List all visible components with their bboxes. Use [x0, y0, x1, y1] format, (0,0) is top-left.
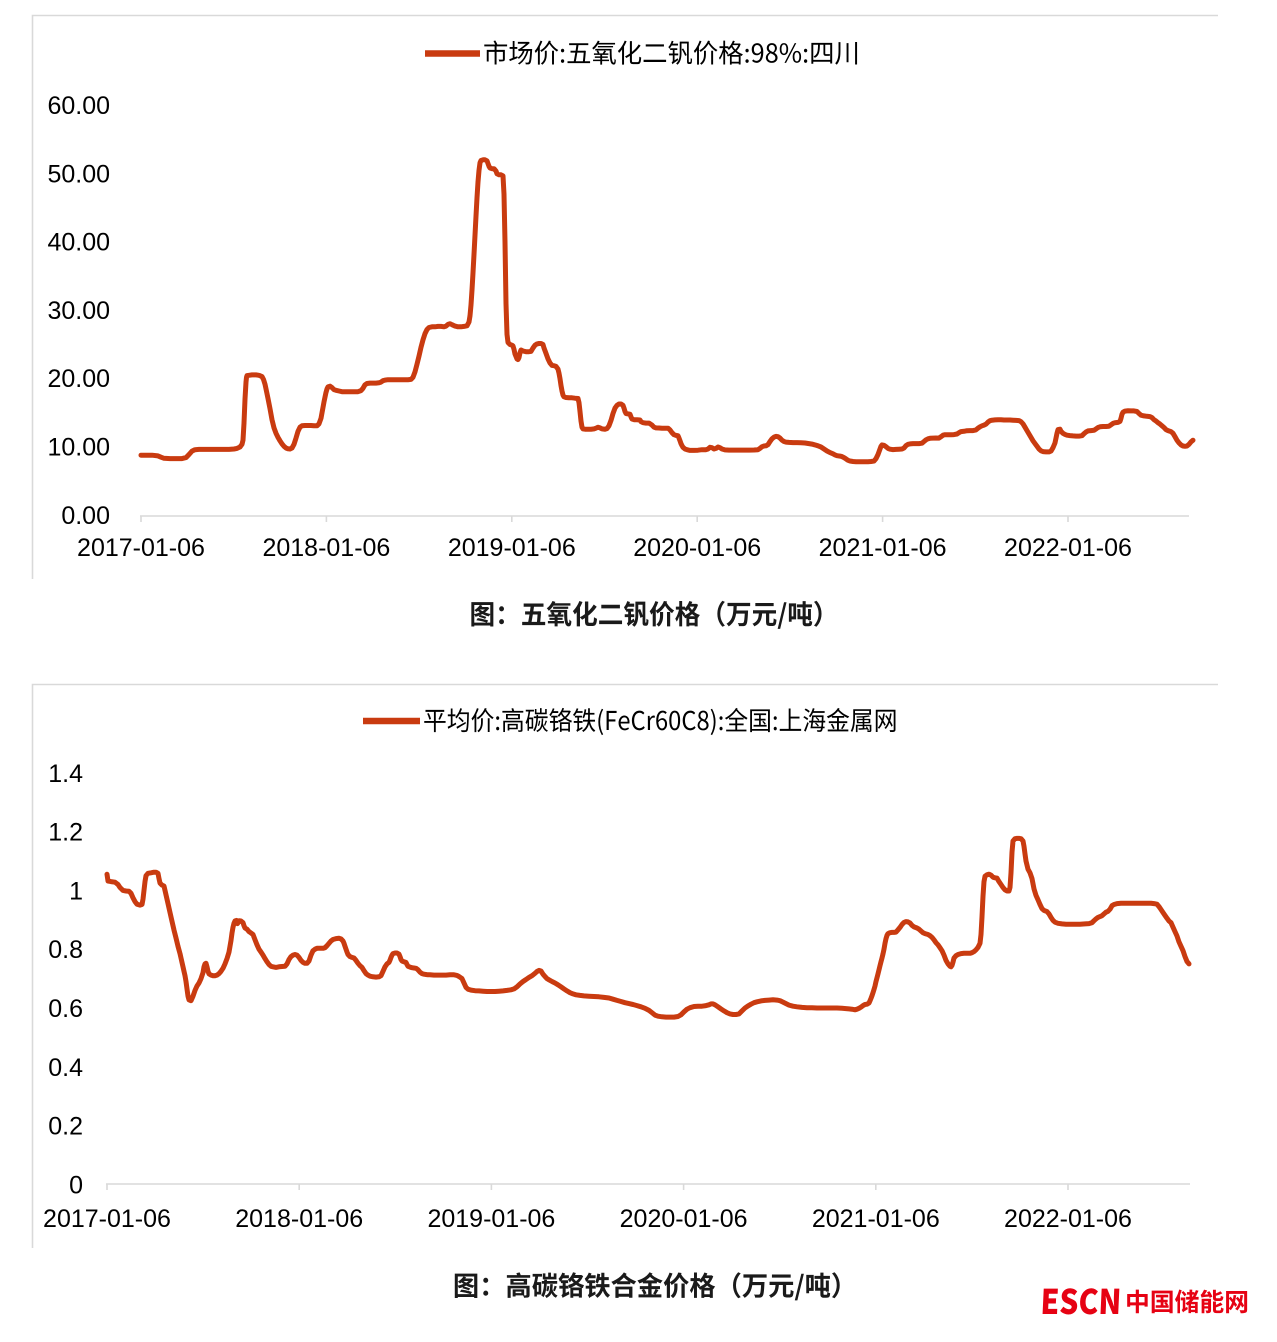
svg-text:10.00: 10.00	[47, 434, 110, 462]
svg-text:0: 0	[69, 1171, 83, 1199]
svg-text:2019-01-06: 2019-01-06	[427, 1205, 555, 1233]
svg-text:1: 1	[69, 877, 83, 905]
svg-text:1.2: 1.2	[48, 819, 83, 847]
svg-text:2021-01-06: 2021-01-06	[819, 534, 947, 562]
svg-text:2017-01-06: 2017-01-06	[77, 534, 205, 562]
svg-text:0.8: 0.8	[48, 936, 83, 964]
svg-text:2021-01-06: 2021-01-06	[812, 1205, 940, 1233]
svg-text:2017-01-06: 2017-01-06	[43, 1205, 171, 1233]
svg-text:2019-01-06: 2019-01-06	[448, 534, 576, 562]
svg-text:2022-01-06: 2022-01-06	[1004, 534, 1132, 562]
svg-text:30.00: 30.00	[47, 297, 110, 325]
svg-text:0.4: 0.4	[48, 1054, 83, 1082]
svg-text:0.2: 0.2	[48, 1113, 83, 1141]
svg-text:20.00: 20.00	[47, 365, 110, 393]
svg-text:60.00: 60.00	[47, 92, 110, 120]
svg-text:50.00: 50.00	[47, 160, 110, 188]
svg-text:2022-01-06: 2022-01-06	[1004, 1205, 1132, 1233]
svg-text:1.4: 1.4	[48, 760, 83, 788]
svg-text:40.00: 40.00	[47, 229, 110, 257]
svg-text:2020-01-06: 2020-01-06	[633, 534, 761, 562]
svg-text:0.6: 0.6	[48, 995, 83, 1023]
svg-text:2018-01-06: 2018-01-06	[262, 534, 390, 562]
svg-text:2018-01-06: 2018-01-06	[235, 1205, 363, 1233]
svg-text:2020-01-06: 2020-01-06	[620, 1205, 748, 1233]
svg-text:0.00: 0.00	[61, 502, 110, 530]
